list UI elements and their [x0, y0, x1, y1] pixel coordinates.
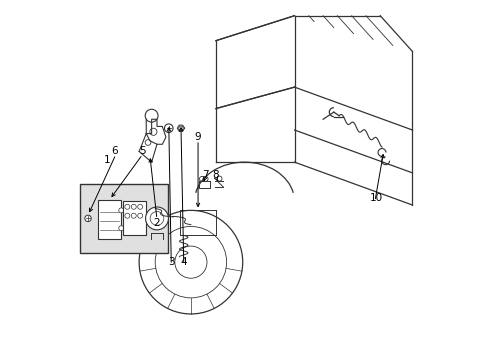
- Circle shape: [145, 207, 168, 230]
- Bar: [98, 200, 121, 239]
- Text: 7: 7: [202, 170, 208, 180]
- Text: 1: 1: [103, 156, 110, 165]
- Bar: [80, 184, 167, 253]
- Text: 4: 4: [180, 257, 187, 267]
- Circle shape: [119, 208, 123, 213]
- Text: 10: 10: [369, 193, 383, 203]
- Circle shape: [119, 226, 123, 231]
- Text: 6: 6: [111, 147, 117, 157]
- Text: 3: 3: [167, 257, 174, 267]
- Text: 8: 8: [212, 170, 219, 180]
- Text: 9: 9: [194, 132, 201, 142]
- Text: 5: 5: [139, 147, 146, 157]
- Circle shape: [84, 215, 91, 222]
- Bar: [123, 202, 146, 235]
- Text: 2: 2: [153, 218, 160, 228]
